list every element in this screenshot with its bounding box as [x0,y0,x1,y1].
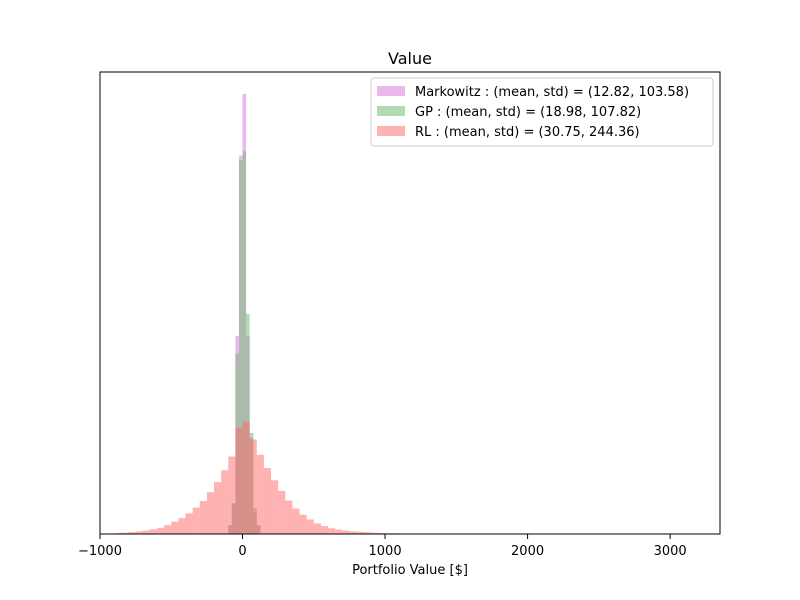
histogram-bar-series-2 [285,500,293,534]
histogram-bar-series-2 [142,530,150,534]
histogram-bar-series-2 [349,531,357,534]
legend-label: RL : (mean, std) = (30.75, 244.36) [415,125,640,140]
histogram-bar-series-2 [228,456,236,534]
histogram-bar-series-2 [135,531,143,534]
x-axis-label: Portfolio Value [$] [352,563,468,578]
x-tick-label: −1000 [78,544,122,559]
legend: Markowitz : (mean, std) = (12.82, 103.58… [370,77,714,147]
histogram-bar-series-2 [256,454,264,534]
plot-frame [99,71,721,535]
histogram-bar-series-2 [199,501,207,534]
histogram-bar-series-2 [121,532,129,534]
histogram-bar-series-1 [242,151,247,534]
histogram-bars [114,94,428,534]
x-tick-label: 3000 [654,544,687,559]
histogram-bar-series-2 [242,421,250,534]
histogram-bar-series-2 [164,525,172,534]
histogram-bar-series-2 [292,508,300,534]
histogram-bar-series-2 [306,519,314,534]
histogram-bar-series-2 [206,492,215,534]
x-tick-label: 1000 [369,544,402,559]
legend-box [370,77,714,147]
x-axis-ticks: −1000 0 1000 2000 3000 [78,534,687,559]
histogram-bar-series-1 [238,160,243,534]
legend-label: Markowitz : (mean, std) = (12.82, 103.58… [415,85,689,100]
x-tick-label: 2000 [511,544,544,559]
chart-title: Value [388,49,432,68]
histogram-bar-series-2 [342,530,350,534]
histogram-bar-series-2 [178,518,186,534]
legend-swatch [377,106,405,116]
x-tick-label: 0 [238,544,246,559]
histogram-bar-series-2 [171,521,179,534]
histogram-bar-series-2 [128,532,136,534]
histogram-bar-series-2 [214,482,222,534]
histogram-bar-series-2 [249,439,257,534]
histogram-bar-series-2 [192,507,200,534]
histogram-bar-series-2 [320,526,329,534]
legend-swatch [377,86,405,96]
histogram-bar-series-2 [235,427,243,534]
legend-label: GP : (mean, std) = (18.98, 107.82) [415,105,641,120]
histogram-bar-series-2 [278,490,286,534]
legend-swatch [377,126,405,136]
histogram-bar-series-2 [299,514,307,534]
histogram-bar-series-2 [363,532,371,534]
histogram-bar-series-2 [263,468,272,534]
histogram-bar-series-2 [157,527,165,534]
histogram-bar-series-2 [370,532,378,534]
histogram-bar-series-2 [313,523,321,534]
histogram-bar-series-2 [271,480,279,534]
histogram-bar-series-2 [356,531,364,534]
histogram-bar-series-2 [328,528,336,534]
histogram-bar-series-2 [335,529,343,534]
histogram-bar-series-2 [221,470,229,534]
histogram-bar-series-2 [149,529,158,534]
histogram-bar-series-2 [185,513,193,534]
